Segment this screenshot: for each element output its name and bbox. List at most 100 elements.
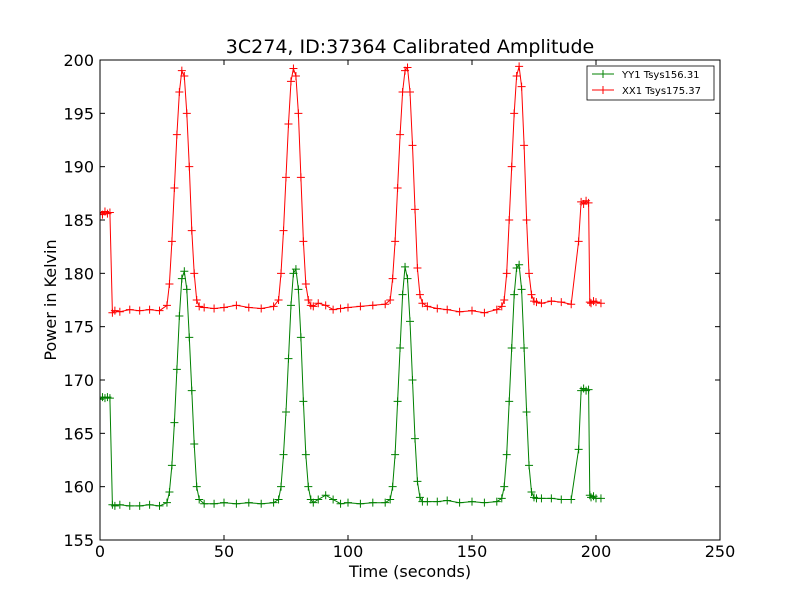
data-point [492,497,501,506]
data-point [574,237,583,246]
data-point [165,488,174,496]
data-point [155,501,164,510]
data-point [520,141,529,150]
data-point [368,498,377,507]
series-1 [100,260,605,510]
data-point [507,344,516,352]
data-point [410,434,419,443]
data-point [182,285,191,294]
data-point [505,216,514,224]
data-point [282,173,290,182]
legend-label: XX1 Tsys175.37 [622,86,701,97]
data-point [336,304,345,313]
data-point [279,226,288,235]
data-point [190,440,199,448]
data-point [415,290,424,299]
data-point [269,302,278,311]
data-point [177,66,186,75]
data-point [497,302,506,311]
legend-box [586,65,715,101]
data-point [398,290,407,299]
data-point [403,274,412,283]
data-point [210,499,219,508]
data-point [170,184,179,192]
y-axis-title: Power in Kelvin [41,239,60,360]
data-point [547,494,556,503]
data-point [567,300,576,309]
data-point [294,109,303,118]
data-point [296,173,305,182]
data-point [232,301,241,310]
data-point [180,267,189,276]
data-point [408,376,417,384]
data-point [192,296,201,304]
data-point [321,301,330,310]
data-point [410,205,419,214]
data-point [413,264,422,272]
data-point [167,461,176,470]
data-point [195,302,204,311]
data-point [220,498,228,507]
legend-marker [599,86,607,94]
data-point [515,260,524,269]
x-tick-label: 100 [333,542,364,561]
tick-layer: 0 50 100 150 200 250 155 160 165 170 175 180 185 190 1… [63,51,735,561]
data-point [291,265,300,274]
data-point [110,501,119,510]
data-point [497,494,506,503]
data-point [175,312,184,320]
data-point [301,280,310,288]
data-point [284,120,293,128]
data-point [398,88,407,96]
data-point [329,305,338,314]
data-point [185,162,194,171]
data-point [135,306,144,315]
data-point [195,495,204,504]
data-point [314,495,323,504]
data-point [368,301,377,310]
data-point [177,274,186,283]
data-point [585,491,594,500]
x-tick-label: 50 [214,542,234,561]
data-point [190,269,199,278]
data-point [468,306,476,315]
data-point [522,216,531,224]
data-point [406,317,414,326]
y-tick-label: 200 [63,51,94,70]
data-point [200,303,209,312]
data-point [125,305,134,314]
data-point [517,82,526,91]
y-tick-label: 155 [63,531,94,550]
data-point [433,304,442,313]
data-point [423,302,432,311]
y-tick-label: 185 [63,211,94,230]
data-point [532,298,541,307]
data-point [574,445,583,454]
data-point [393,184,402,192]
data-point [403,63,412,72]
data-point [547,297,556,306]
data-point [274,495,283,504]
data-point [115,307,124,316]
data-point [304,296,313,304]
data-point [321,491,330,500]
data-point [557,495,566,504]
data-point [520,344,529,352]
data-point [408,141,417,150]
data-point [344,498,352,507]
data-point [145,500,154,509]
data-point [296,333,305,342]
data-point [170,418,179,427]
data-point [115,500,124,509]
data-point [145,305,154,314]
data-point [257,304,266,313]
y-tick-label: 160 [63,478,94,497]
data-point [244,498,253,507]
data-point [155,306,164,315]
plot-frame [99,59,721,541]
y-tick-label: 175 [63,318,94,337]
data-point [567,495,576,504]
data-point [388,482,397,491]
data-point [502,269,511,278]
data-point [391,237,400,246]
